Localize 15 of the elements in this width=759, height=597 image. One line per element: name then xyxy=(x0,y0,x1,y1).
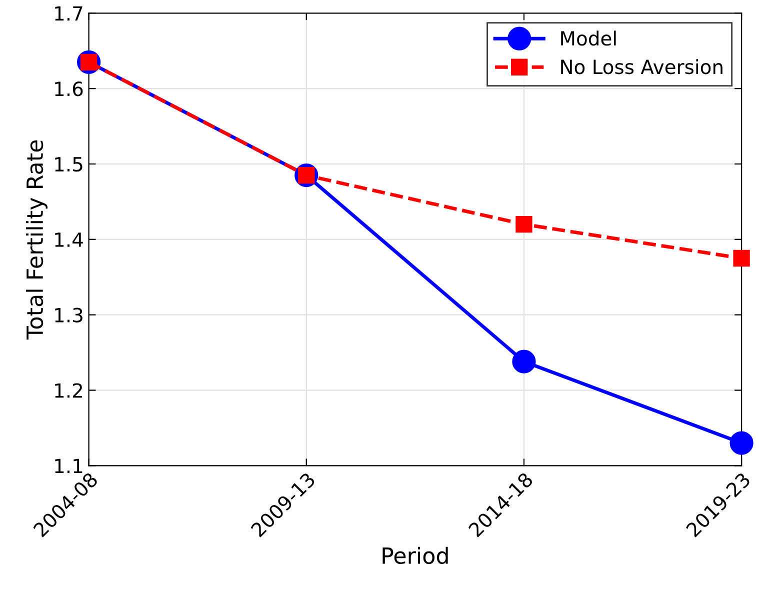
y-tick-label: 1.3 xyxy=(55,308,82,322)
point xyxy=(733,250,750,267)
y-tick-label: 1.1 xyxy=(55,458,82,474)
y-tick-label: 1.7 xyxy=(55,6,82,21)
point xyxy=(516,216,532,233)
y-tick-label: 1.6 xyxy=(55,82,83,96)
x-axis-title: Period xyxy=(382,546,448,564)
legend-label: Model xyxy=(561,30,616,46)
point xyxy=(730,431,754,455)
y-tick-label: 1.4 xyxy=(55,232,83,247)
y-tick-label: 1.2 xyxy=(55,383,82,398)
y-tick-label: 1.5 xyxy=(55,157,82,172)
point xyxy=(512,350,536,374)
legend-label: No Loss Aversion xyxy=(561,59,722,74)
y-axis-title: Total Fertility Rate xyxy=(26,140,48,340)
